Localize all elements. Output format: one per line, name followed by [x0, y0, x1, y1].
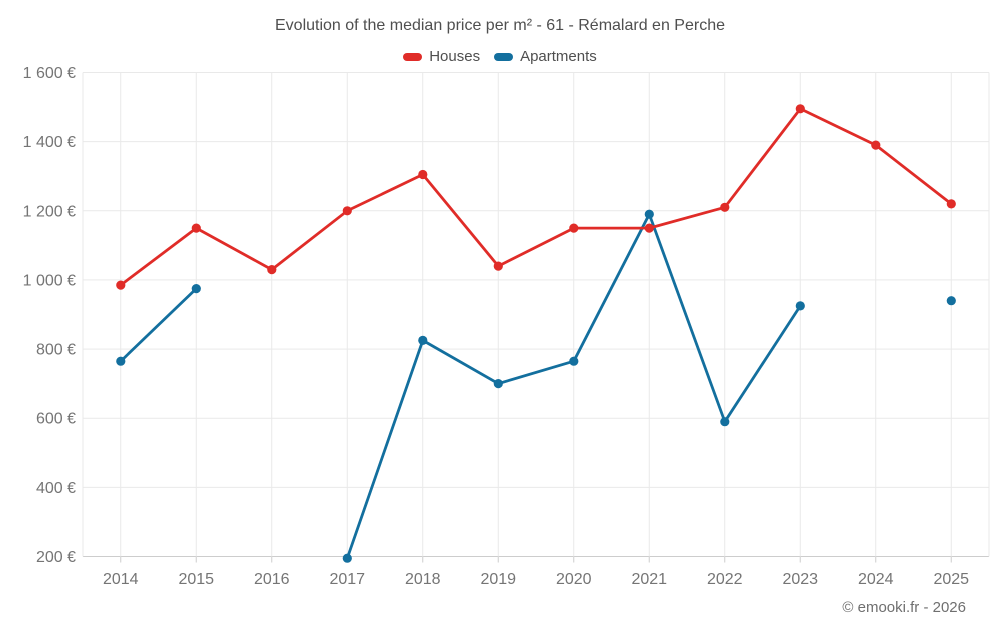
data-point-houses-2025[interactable]: [946, 199, 956, 209]
data-point-houses-2021[interactable]: [644, 223, 654, 233]
x-tick-label: 2017: [329, 571, 365, 588]
y-tick-label: 600 €: [36, 411, 76, 428]
x-tick-label: 2015: [178, 571, 214, 588]
data-point-houses-2016[interactable]: [267, 265, 277, 275]
legend-item-label: Houses: [429, 48, 481, 65]
data-point-apartments-2022[interactable]: [720, 417, 730, 427]
data-point-houses-2024[interactable]: [871, 140, 881, 150]
series-line-houses: [119, 107, 953, 287]
chart-legend: Houses Apartments: [0, 48, 1000, 65]
data-point-houses-2018[interactable]: [418, 169, 428, 180]
houses-legend-marker-icon: [403, 52, 423, 61]
data-point-houses-2023[interactable]: [795, 104, 805, 114]
y-tick-label: 200 €: [36, 549, 76, 566]
y-tick-label: 1 600 €: [23, 65, 76, 82]
data-point-apartments-2015[interactable]: [191, 284, 201, 294]
legend-item-houses[interactable]: Houses: [403, 48, 480, 65]
data-point-apartments-2014[interactable]: [116, 356, 126, 366]
x-tick-label: 2024: [858, 571, 894, 588]
x-tick-label: 2020: [556, 571, 592, 588]
x-tick-label: 2019: [480, 571, 516, 588]
data-point-apartments-2020[interactable]: [569, 356, 579, 366]
data-point-apartments-2021[interactable]: [644, 209, 654, 219]
y-tick-label: 800 €: [36, 342, 76, 359]
data-point-houses-2015[interactable]: [191, 223, 201, 233]
data-point-apartments-2017[interactable]: [342, 553, 352, 563]
chart-title: Evolution of the median price per m² - 6…: [275, 17, 725, 34]
data-point-houses-2020[interactable]: [569, 223, 579, 233]
x-tick-label: 2021: [631, 571, 667, 588]
x-tick-label: 2014: [103, 571, 139, 588]
x-tick-label: 2025: [933, 571, 969, 588]
x-tick-label: 2018: [405, 571, 441, 588]
data-point-houses-2019[interactable]: [493, 261, 503, 271]
legend-item-apartments[interactable]: Apartments: [494, 48, 597, 65]
data-point-apartments-2018[interactable]: [418, 335, 428, 345]
copyright-text: © emooki.fr - 2026: [842, 599, 966, 616]
y-tick-label: 1 400 €: [23, 134, 76, 151]
apartments-legend-marker-icon: [494, 52, 514, 61]
x-tick-label: 2023: [782, 571, 818, 588]
data-point-apartments-2025[interactable]: [946, 296, 956, 306]
x-tick-label: 2016: [254, 571, 290, 588]
data-point-apartments-2019[interactable]: [493, 379, 503, 389]
x-tick-label: 2022: [707, 571, 743, 588]
legend-item-label: Apartments: [520, 48, 597, 65]
data-point-houses-2022[interactable]: [720, 202, 730, 212]
y-tick-label: 1 000 €: [23, 272, 76, 289]
y-tick-label: 400 €: [36, 480, 76, 497]
data-point-houses-2014[interactable]: [116, 280, 126, 290]
series-line-apartments: [121, 214, 952, 558]
data-point-houses-2017[interactable]: [342, 206, 352, 216]
data-point-apartments-2023[interactable]: [795, 301, 805, 311]
y-tick-label: 1 200 €: [23, 203, 76, 220]
